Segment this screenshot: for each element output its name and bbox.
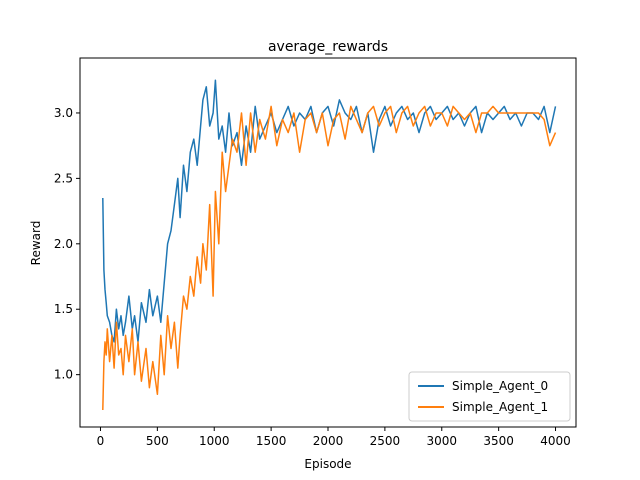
- x-tick-label: 3000: [426, 434, 457, 448]
- legend: Simple_Agent_0 Simple_Agent_1: [408, 371, 571, 422]
- x-axis-ticks: 0 500 1000 1500 2000 2500 3000 3500 4000: [97, 427, 571, 448]
- y-tick-label: 1.5: [54, 302, 73, 316]
- x-axis-label: Episode: [304, 457, 351, 471]
- y-axis-ticks: 1.0 1.5 2.0 2.5 3.0: [54, 106, 80, 382]
- y-axis-label: Reward: [29, 221, 43, 266]
- x-tick-label: 4000: [540, 434, 571, 448]
- legend-box: [408, 371, 571, 422]
- x-tick-label: 3500: [483, 434, 514, 448]
- x-tick-label: 1000: [199, 434, 230, 448]
- x-tick-label: 2000: [313, 434, 344, 448]
- chart-title: average_rewards: [268, 39, 388, 55]
- x-tick-label: 1500: [256, 434, 287, 448]
- y-tick-label: 1.0: [54, 368, 73, 382]
- y-tick-label: 3.0: [54, 106, 73, 120]
- x-tick-label: 500: [146, 434, 169, 448]
- y-tick-label: 2.0: [54, 237, 73, 251]
- x-tick-label: 2500: [370, 434, 401, 448]
- series-layer: [102, 79, 557, 411]
- y-tick-label: 2.5: [54, 171, 73, 185]
- legend-label-agent-1: Simple_Agent_1: [452, 400, 548, 414]
- series-line-agent-1: [102, 105, 557, 411]
- legend-label-agent-0: Simple_Agent_0: [452, 379, 548, 393]
- x-tick-label: 0: [97, 434, 105, 448]
